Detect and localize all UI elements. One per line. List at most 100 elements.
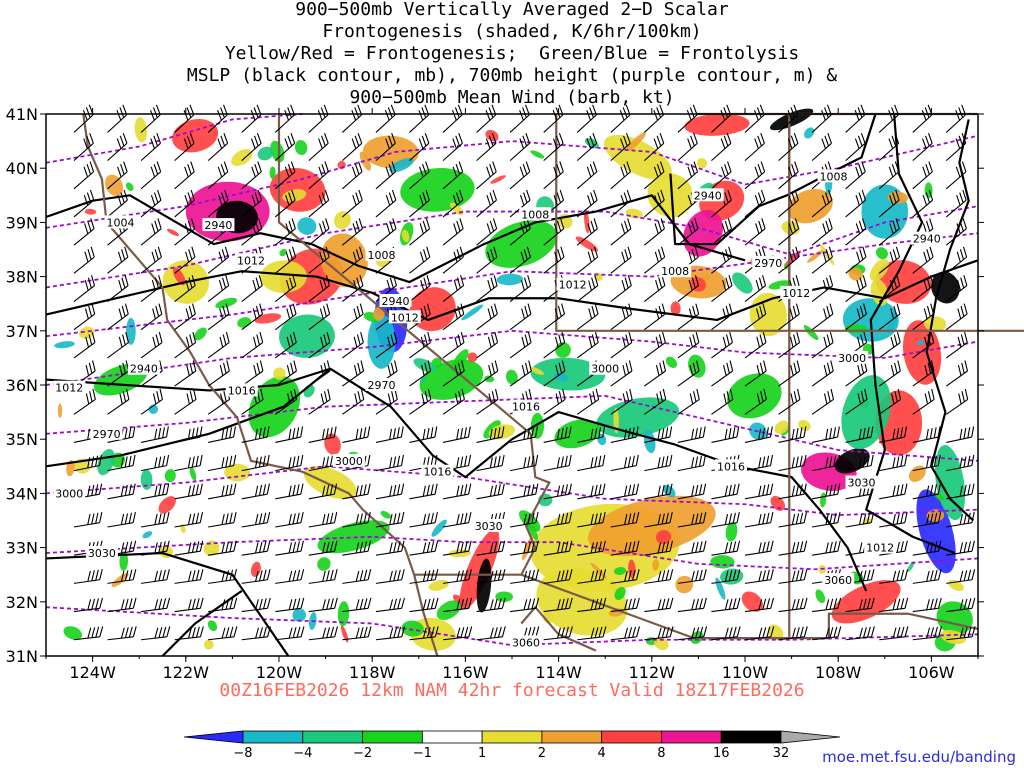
shading-speck [292,608,307,622]
mslp-label: 1012 [55,382,83,395]
shading-blob [916,489,956,574]
wind-barb [945,161,967,190]
shading-speck [770,496,786,511]
wind-barb [274,161,296,190]
shading-speck [467,352,478,363]
colorbar-label: 4 [598,746,606,761]
wind-barb [778,512,808,528]
shading-speck [324,433,341,455]
wind-barb [140,426,169,443]
wind-barb [677,218,699,246]
wind-barb [476,218,498,246]
wind-barb [711,218,733,246]
wind-barb [107,626,137,641]
wind-barb [308,303,331,331]
mslp-label: 1016 [228,384,256,397]
wind-barb [409,189,430,218]
wind-barb [644,360,667,387]
height-contour [45,535,979,571]
shading-speck [54,341,75,349]
wind-barb [509,275,532,302]
wind-barb [878,275,901,302]
wind-barb [945,275,968,302]
wind-barb [509,132,531,162]
wind-barb [912,275,934,302]
wind-barb [476,189,497,218]
wind-barb [677,540,707,556]
wind-barb [409,104,430,133]
wind-barb [945,360,969,387]
shading-speck [203,540,220,557]
wind-barb [677,569,707,584]
wind-barb [342,189,363,218]
wind-barb [812,540,841,556]
wind-barb [275,540,304,556]
wind-barb [879,597,909,613]
wind-barb [476,132,497,162]
wind-barb [308,360,331,387]
wind-barb [442,218,464,246]
colorbar-swatch [362,730,423,744]
wind-barb [174,426,203,443]
wind-barb [878,303,901,331]
wind-barb [543,512,573,528]
wind-barb [610,189,632,218]
wind-barb [845,275,867,302]
wind-barb [576,275,599,302]
shading-speck [875,247,888,260]
shading-speck [189,466,197,481]
contour-labels: 1004 1008 1008 1008 1008 1012 1012 1012 1012 1012… [53,169,943,649]
wind-barb [677,426,706,443]
wind-barb [677,454,706,472]
wind-barb [879,426,908,443]
wind-barb [576,303,599,331]
wind-barb [878,104,899,133]
wind-barbs [73,104,976,641]
wind-barb [577,426,606,443]
height-label: 2940 [382,295,410,308]
wind-barb [744,161,766,190]
colorbar-label: 32 [773,746,790,761]
wind-barb [342,626,372,641]
wind-barb [744,275,767,302]
wind-barb [677,331,700,359]
shading-speck [848,267,863,281]
wind-barb [241,161,262,190]
wind-barb [543,360,566,387]
wind-barb [509,246,531,274]
wind-barb [174,161,195,190]
shading-blob [485,220,558,268]
wind-barb [845,246,867,274]
wind-barb [241,483,270,500]
wind-barb [744,104,765,133]
wind-barb [644,454,673,472]
wind-barb [73,597,103,613]
height-contour [45,232,979,338]
wind-barb [275,626,305,641]
wind-barb [812,512,841,528]
shading-speck [373,306,385,321]
wind-barb [275,597,305,613]
wind-barb [945,246,968,274]
wind-barb [610,512,640,528]
source-credit[interactable]: moe.met.fsu.edu/banding [822,748,1016,766]
shading-speck [732,272,753,294]
mslp-label: 1004 [107,216,135,229]
wind-barb [778,426,807,443]
mslp-label: 1008 [368,249,396,262]
wind-barb [342,360,365,387]
wind-barb [174,275,196,302]
wind-barb [442,569,472,584]
shading-speck [282,189,307,202]
wind-barb [274,331,297,359]
wind-barb [342,275,364,302]
wind-barb [744,597,775,613]
wind-barb [811,360,834,387]
shading-speck [505,369,518,385]
wind-barb [308,512,338,528]
shading-blob [409,287,456,332]
wind-barb [274,246,297,274]
wind-barb [778,161,799,190]
wind-barb [442,104,463,133]
wind-barb [208,540,237,556]
